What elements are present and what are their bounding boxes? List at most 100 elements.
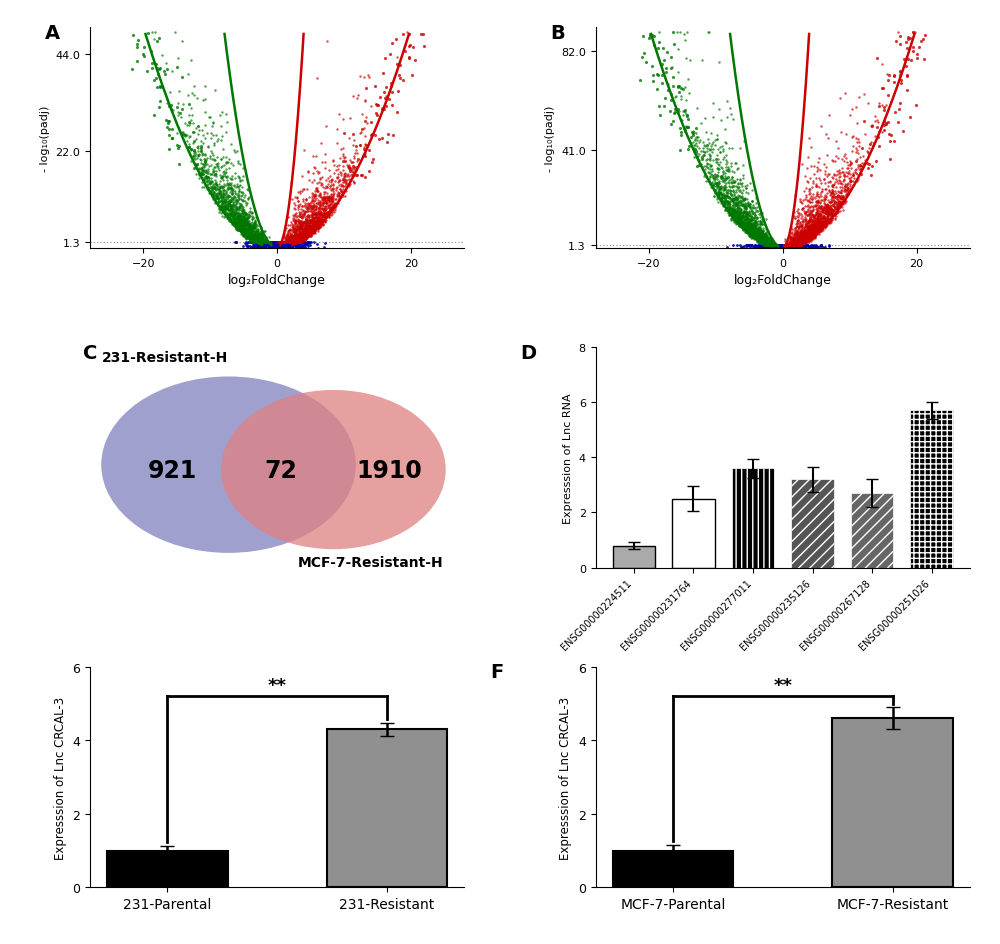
Point [284, 235, 300, 250]
Point [788, 224, 804, 239]
Point [804, 217, 820, 232]
Point [338, 184, 354, 199]
Point [225, 208, 241, 223]
Point [284, 235, 300, 250]
Point [199, 152, 215, 167]
Point [789, 233, 805, 248]
Point [236, 226, 252, 241]
Point [285, 235, 301, 250]
Point [257, 238, 273, 253]
Point [754, 217, 770, 232]
Point [676, 123, 692, 138]
Point [749, 231, 765, 246]
Point [310, 205, 326, 220]
Point [254, 235, 270, 250]
Point [242, 232, 258, 247]
Point [729, 204, 745, 219]
Point [777, 239, 793, 254]
Point [296, 226, 312, 241]
Point [743, 217, 759, 232]
Point [227, 186, 243, 201]
Point [727, 191, 743, 206]
Point [242, 219, 258, 234]
Point [795, 214, 811, 229]
Point [713, 181, 729, 196]
Point [790, 237, 806, 252]
Point [196, 152, 212, 167]
Point [308, 208, 324, 223]
Point [890, 115, 906, 130]
Point [315, 195, 331, 211]
Point [256, 235, 272, 250]
Point [677, 123, 693, 138]
Point [240, 228, 256, 243]
Point [837, 179, 853, 194]
Point [317, 181, 333, 196]
Point [289, 235, 305, 250]
Point [288, 235, 304, 250]
Point [775, 239, 791, 254]
Point [788, 238, 804, 253]
Point [231, 185, 247, 200]
Point [724, 179, 740, 194]
Point [786, 227, 802, 242]
Point [763, 241, 779, 256]
Point [250, 235, 266, 250]
Point [244, 221, 260, 236]
Bar [910, 411, 953, 568]
Point [749, 233, 765, 248]
Point [312, 215, 328, 230]
Point [292, 219, 308, 234]
Point [250, 235, 266, 250]
Point [825, 187, 841, 202]
Point [797, 232, 813, 247]
Point [791, 236, 807, 251]
Point [808, 223, 824, 238]
Point [809, 205, 825, 220]
Point [746, 221, 762, 236]
Point [208, 189, 224, 204]
Point [288, 233, 304, 248]
Point [734, 210, 750, 225]
Point [296, 207, 312, 222]
Point [213, 194, 229, 209]
Point [177, 116, 193, 131]
Point [704, 164, 720, 179]
Point [270, 238, 286, 253]
Point [289, 235, 305, 250]
Point [712, 180, 728, 195]
Point [850, 146, 866, 161]
Point [810, 221, 826, 236]
Point [237, 227, 253, 242]
Point [811, 191, 827, 206]
Point [783, 237, 799, 252]
Point [279, 235, 295, 250]
Point [779, 236, 795, 251]
Point [185, 137, 201, 152]
Point [828, 190, 844, 205]
Point [294, 232, 310, 247]
Point [786, 232, 802, 247]
Point [721, 190, 737, 205]
Point [755, 235, 771, 250]
Point [760, 238, 776, 253]
Point [741, 224, 757, 239]
Point [725, 194, 741, 209]
Point [787, 238, 803, 253]
Point [296, 232, 312, 247]
Point [297, 219, 313, 234]
Point [821, 201, 837, 216]
Point [741, 211, 757, 227]
Point [240, 208, 256, 223]
Point [236, 218, 252, 233]
Point [287, 230, 303, 245]
Point [271, 240, 287, 255]
Point [248, 218, 264, 233]
Point [788, 238, 804, 253]
Point [232, 218, 248, 233]
Point [784, 238, 800, 253]
Point [728, 156, 744, 171]
Point [742, 228, 758, 243]
Point [860, 96, 876, 111]
Point [327, 196, 343, 211]
